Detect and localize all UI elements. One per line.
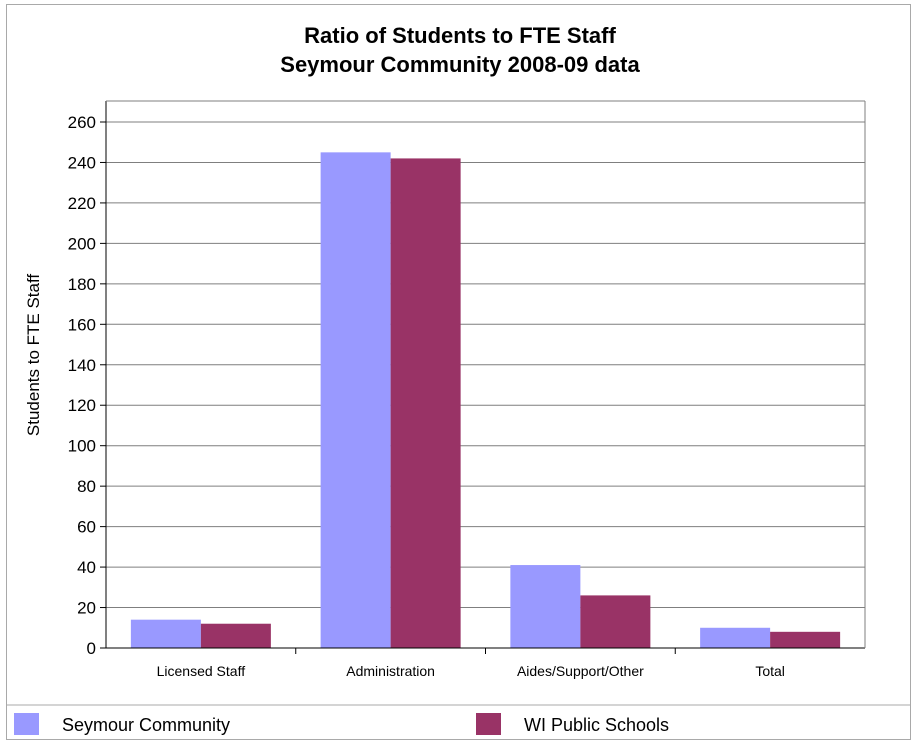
y-axis-label: Students to FTE Staff: [24, 274, 43, 436]
y-tick-label: 120: [68, 396, 96, 415]
y-tick-label: 220: [68, 194, 96, 213]
y-tick-label: 180: [68, 275, 96, 294]
bar: [770, 631, 841, 648]
legend-entry-label: Seymour Community: [62, 715, 230, 735]
legend-swatch: [14, 713, 39, 735]
y-tick-label: 140: [68, 356, 96, 375]
y-tick-label: 260: [68, 113, 96, 132]
y-tick-label: 40: [77, 558, 96, 577]
y-axis-tick-labels: 0 20 40 60 80 100 120 140 160 180 200 220 240 260: [68, 113, 96, 658]
y-tick-label: 60: [77, 518, 96, 537]
gridlines: [100, 121, 865, 649]
y-tick-label: 20: [77, 599, 96, 618]
chart-subtitle: Seymour Community 2008-09 data: [280, 52, 640, 77]
x-tick-label: Licensed Staff: [157, 663, 246, 679]
y-tick-label: 80: [77, 477, 96, 496]
legend-swatch: [476, 713, 501, 735]
chart-title: Ratio of Students to FTE Staff: [304, 23, 616, 48]
y-tick-label: 0: [87, 639, 96, 658]
y-tick-label: 240: [68, 153, 96, 172]
bar: [200, 623, 271, 648]
legend: Seymour Community WI Public Schools: [14, 713, 669, 735]
x-tick-label: Total: [755, 663, 785, 679]
axes: [105, 100, 866, 654]
x-tick-label: Aides/Support/Other: [517, 663, 644, 679]
bar: [510, 565, 581, 648]
bar: [580, 595, 651, 648]
bars: [130, 152, 841, 648]
bar: [700, 627, 771, 648]
x-tick-label: Administration: [346, 663, 435, 679]
bar: [390, 158, 461, 648]
y-tick-label: 160: [68, 315, 96, 334]
y-tick-label: 100: [68, 437, 96, 456]
legend-entry-label: WI Public Schools: [524, 715, 669, 735]
bar: [320, 152, 391, 648]
y-tick-label: 200: [68, 234, 96, 253]
bar: [130, 619, 201, 648]
x-axis-tick-labels: Licensed Staff Administration Aides/Suppor…: [157, 663, 785, 679]
